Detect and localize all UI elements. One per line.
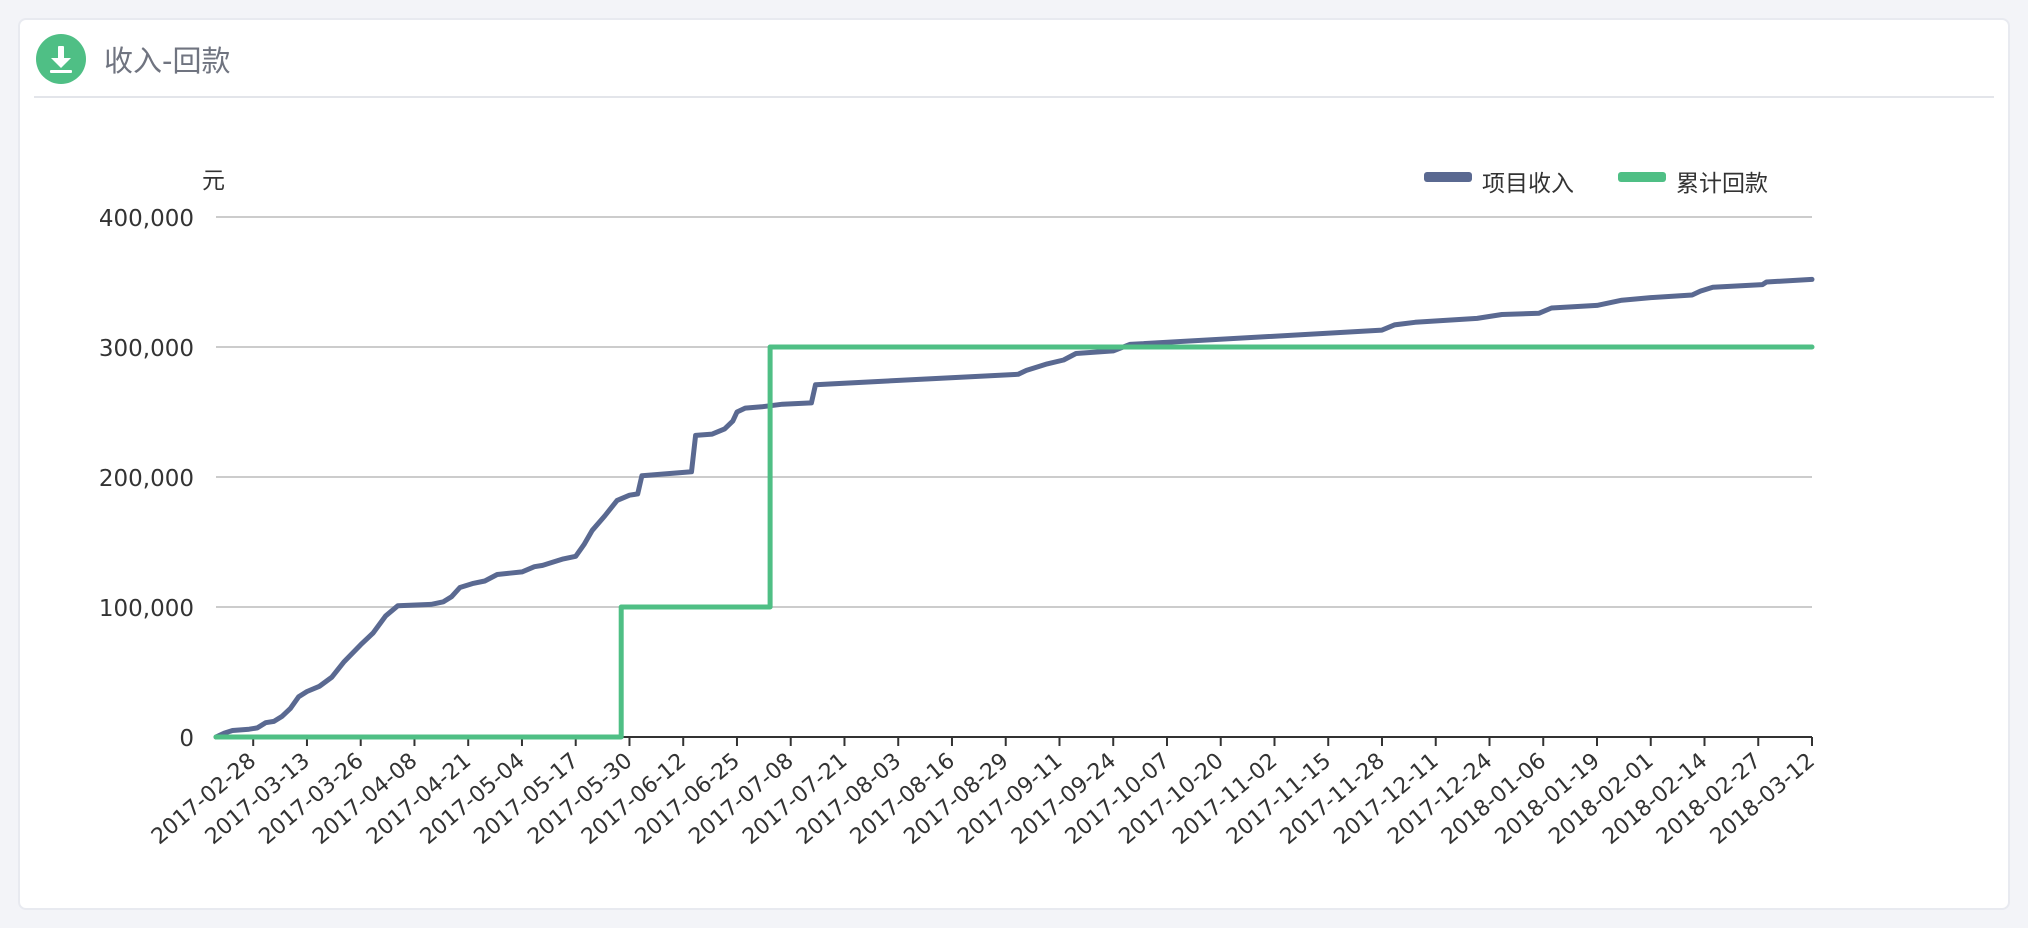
y-tick-label: 300,000 [99,336,194,362]
card-title: 收入-回款 [104,44,231,78]
legend-label[interactable]: 项目收入 [1482,171,1574,197]
y-axis-unit: 元 [202,168,225,194]
series-line-0 [213,276,1815,740]
y-tick-label: 100,000 [99,596,194,622]
legend: 项目收入 累计回款 [1424,171,1768,197]
download-icon-glyph [50,46,72,73]
grid-lines [216,216,1812,608]
legend-swatch[interactable] [1618,172,1666,182]
y-tick-label: 0 [179,726,194,752]
card-header: 收入-回款 [34,32,1994,98]
download-icon[interactable] [36,34,86,84]
legend-swatch[interactable] [1424,172,1472,182]
revenue-card: 收入-回款 [18,18,2010,910]
series-line-1 [213,344,1815,740]
legend-label[interactable]: 累计回款 [1676,171,1768,197]
y-tick-label: 200,000 [99,466,194,492]
y-tick-label: 400,000 [99,206,194,232]
series-lines [213,276,1815,740]
x-axis: 2017-02-282017-03-132017-03-262017-04-08… [147,736,1820,850]
y-axis: 元 0 100,000 200,000 300,000 400,000 [99,168,225,752]
